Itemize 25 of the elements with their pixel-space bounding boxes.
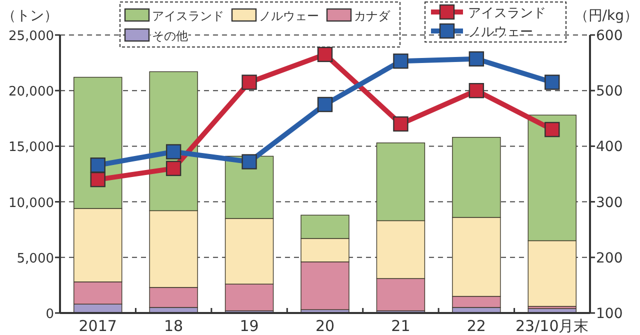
y2-tick-label: 300	[596, 194, 623, 211]
y2-tick-label: 100	[596, 306, 623, 322]
legend-label: アイスランド	[152, 9, 224, 23]
y2-tick-label: 400	[596, 139, 623, 156]
y2-tick-label: 500	[596, 84, 623, 100]
x-tick-label: 23/10月末	[516, 317, 589, 335]
legend-label: ノルウェー	[259, 9, 319, 23]
x-tick-label: 21	[391, 317, 410, 335]
legend-label: カナダ	[354, 9, 391, 23]
y2-tick-label: 200	[596, 250, 623, 266]
y-tick-label: 20,000	[8, 84, 54, 100]
y-axis-title: （トン）	[2, 8, 58, 24]
y2-tick-label: 600	[596, 28, 623, 44]
y-tick-label: 5,000	[16, 251, 54, 266]
x-tick-label: 22	[466, 317, 486, 335]
x-tick-label: 19	[240, 317, 259, 335]
legend-label: アイスランド	[468, 6, 546, 21]
y-tick-label: 25,000	[8, 29, 54, 44]
y2-axis-title: （円/kg）	[574, 8, 638, 24]
y-tick-label: 10,000	[8, 196, 54, 211]
x-tick-label: 18	[164, 317, 184, 335]
y-tick-label: 0	[46, 307, 54, 322]
y-tick-label: 15,000	[8, 140, 54, 156]
x-tick-label: 20	[315, 317, 335, 335]
x-tick-label: 2017	[78, 317, 117, 335]
